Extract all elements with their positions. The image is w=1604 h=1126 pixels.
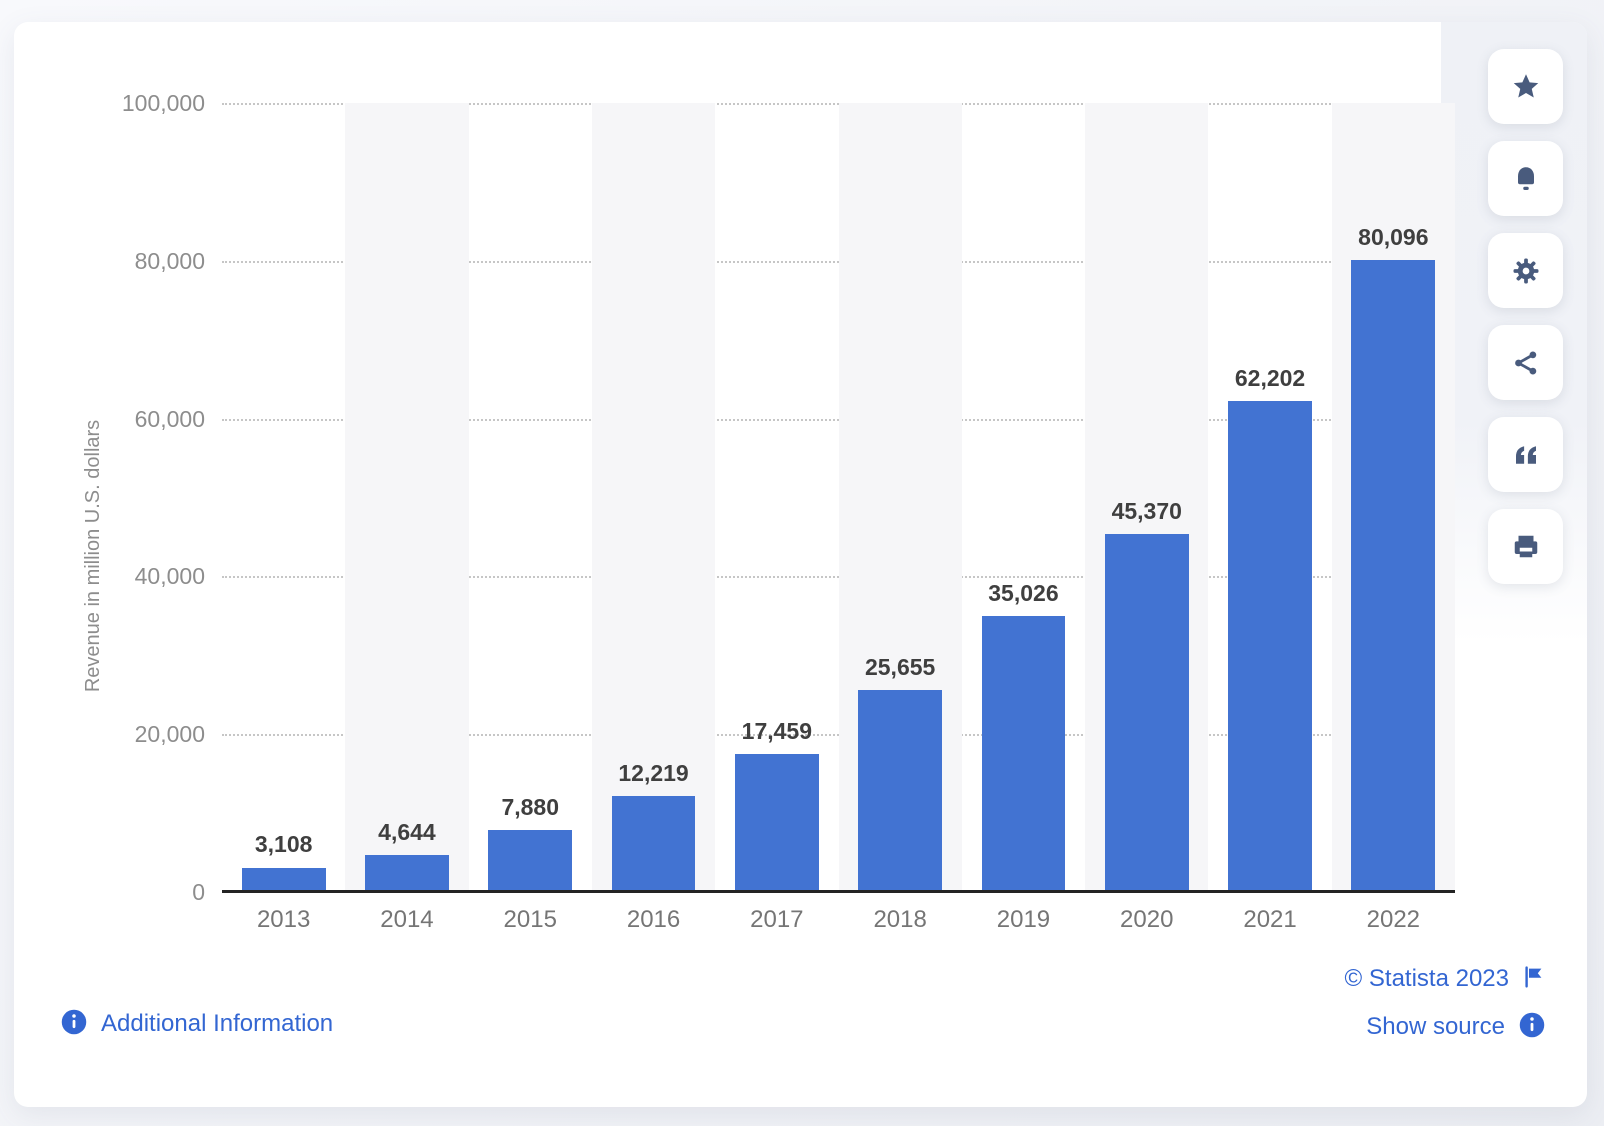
x-tick-label-2019: 2019 bbox=[996, 906, 1051, 933]
action-button-rail bbox=[1488, 49, 1563, 584]
x-axis-line bbox=[222, 890, 1455, 893]
chart-column-2017: 17,459 2017 bbox=[715, 103, 838, 933]
y-tick-label: 20,000 bbox=[134, 721, 205, 748]
bar-value-label-2020: 45,370 bbox=[1111, 498, 1182, 525]
chart-column-2014: 4,644 2014 bbox=[345, 103, 469, 933]
statista-copyright-label: © Statista 2023 bbox=[1344, 965, 1509, 992]
y-tick-label: 40,000 bbox=[134, 563, 205, 590]
gear-icon bbox=[1511, 256, 1541, 286]
chart-column-2020: 45,370 2020 bbox=[1085, 103, 1209, 933]
bar-2019[interactable] bbox=[981, 615, 1066, 892]
y-tick-label: 60,000 bbox=[134, 405, 205, 432]
additional-information-label: Additional Information bbox=[101, 1010, 334, 1037]
print-icon bbox=[1511, 532, 1541, 562]
notifications-button[interactable] bbox=[1488, 141, 1563, 216]
bar-2017[interactable] bbox=[734, 754, 819, 892]
statista-copyright-link[interactable]: © Statista 2023 bbox=[1345, 963, 1546, 995]
chart-card: Revenue in million U.S. dollars 100,000 8… bbox=[14, 22, 1587, 1107]
info-icon bbox=[60, 1008, 88, 1041]
x-tick-label-2013: 2013 bbox=[256, 906, 311, 933]
y-axis-tick-labels: 100,000 80,000 60,000 40,000 20,000 0 bbox=[85, 90, 205, 905]
bar-value-label-2017: 17,459 bbox=[741, 718, 813, 745]
share-button[interactable] bbox=[1488, 325, 1563, 400]
x-tick-label-2021: 2021 bbox=[1243, 906, 1297, 933]
x-tick-label-2022: 2022 bbox=[1366, 906, 1421, 933]
flag-icon bbox=[1522, 965, 1546, 994]
bar-value-label-2019: 35,026 bbox=[988, 579, 1059, 606]
additional-information-link[interactable]: Additional Information bbox=[60, 1007, 333, 1041]
bar-value-label-2021: 62,202 bbox=[1234, 365, 1306, 392]
chart-column-2015: 7,880 2015 bbox=[469, 103, 592, 933]
share-icon bbox=[1511, 348, 1541, 378]
bar-value-label-2018: 25,655 bbox=[864, 653, 936, 680]
chart-column-2021: 62,202 2021 bbox=[1208, 103, 1331, 933]
bar-value-label-2015: 7,880 bbox=[501, 793, 560, 820]
chart-column-2019: 35,026 2019 bbox=[962, 103, 1085, 933]
y-tick-label: 0 bbox=[192, 879, 205, 905]
x-tick-label-2018: 2018 bbox=[873, 906, 927, 933]
bar-2013[interactable] bbox=[241, 867, 326, 892]
bell-icon bbox=[1511, 164, 1541, 194]
star-icon bbox=[1511, 72, 1541, 102]
x-tick-label-2017: 2017 bbox=[750, 906, 804, 933]
bar-2020[interactable] bbox=[1104, 534, 1189, 892]
chart-column-2016: 12,219 2016 bbox=[591, 103, 716, 933]
bar-value-label-2014: 4,644 bbox=[378, 819, 436, 846]
chart-column-2022: 80,096 2022 bbox=[1331, 103, 1455, 933]
bar-2014[interactable] bbox=[365, 855, 449, 892]
chart-column-2013: 3,108 2013 bbox=[222, 103, 345, 933]
info-icon bbox=[1518, 1011, 1546, 1044]
x-tick-label-2016: 2016 bbox=[626, 906, 681, 933]
y-tick-label: 80,000 bbox=[134, 247, 205, 274]
x-tick-label-2015: 2015 bbox=[503, 906, 557, 933]
plot-area: 3,108 2013 4,644 2014 7,880 2015 12,219 2016 17,… bbox=[222, 103, 1455, 933]
bar-2015[interactable] bbox=[488, 829, 573, 892]
bar-value-label-2016: 12,219 bbox=[618, 759, 689, 786]
settings-button[interactable] bbox=[1488, 233, 1563, 308]
cite-button[interactable] bbox=[1488, 417, 1563, 492]
show-source-link[interactable]: Show source bbox=[1366, 1011, 1546, 1043]
bar-2021[interactable] bbox=[1228, 401, 1312, 892]
x-tick-label-2014: 2014 bbox=[380, 906, 434, 933]
favorite-button[interactable] bbox=[1488, 49, 1563, 124]
bar-2016[interactable] bbox=[611, 795, 696, 892]
y-tick-label: 100,000 bbox=[121, 90, 205, 116]
bar-value-label-2013: 3,108 bbox=[254, 831, 313, 858]
quote-icon bbox=[1511, 440, 1541, 470]
bar-2022[interactable] bbox=[1351, 260, 1436, 892]
show-source-label: Show source bbox=[1366, 1013, 1505, 1040]
bar-value-label-2022: 80,096 bbox=[1358, 224, 1429, 251]
x-tick-label-2020: 2020 bbox=[1120, 906, 1174, 933]
bar-2018[interactable] bbox=[858, 689, 943, 892]
print-button[interactable] bbox=[1488, 509, 1563, 584]
chart-column-2018: 25,655 2018 bbox=[838, 103, 962, 933]
